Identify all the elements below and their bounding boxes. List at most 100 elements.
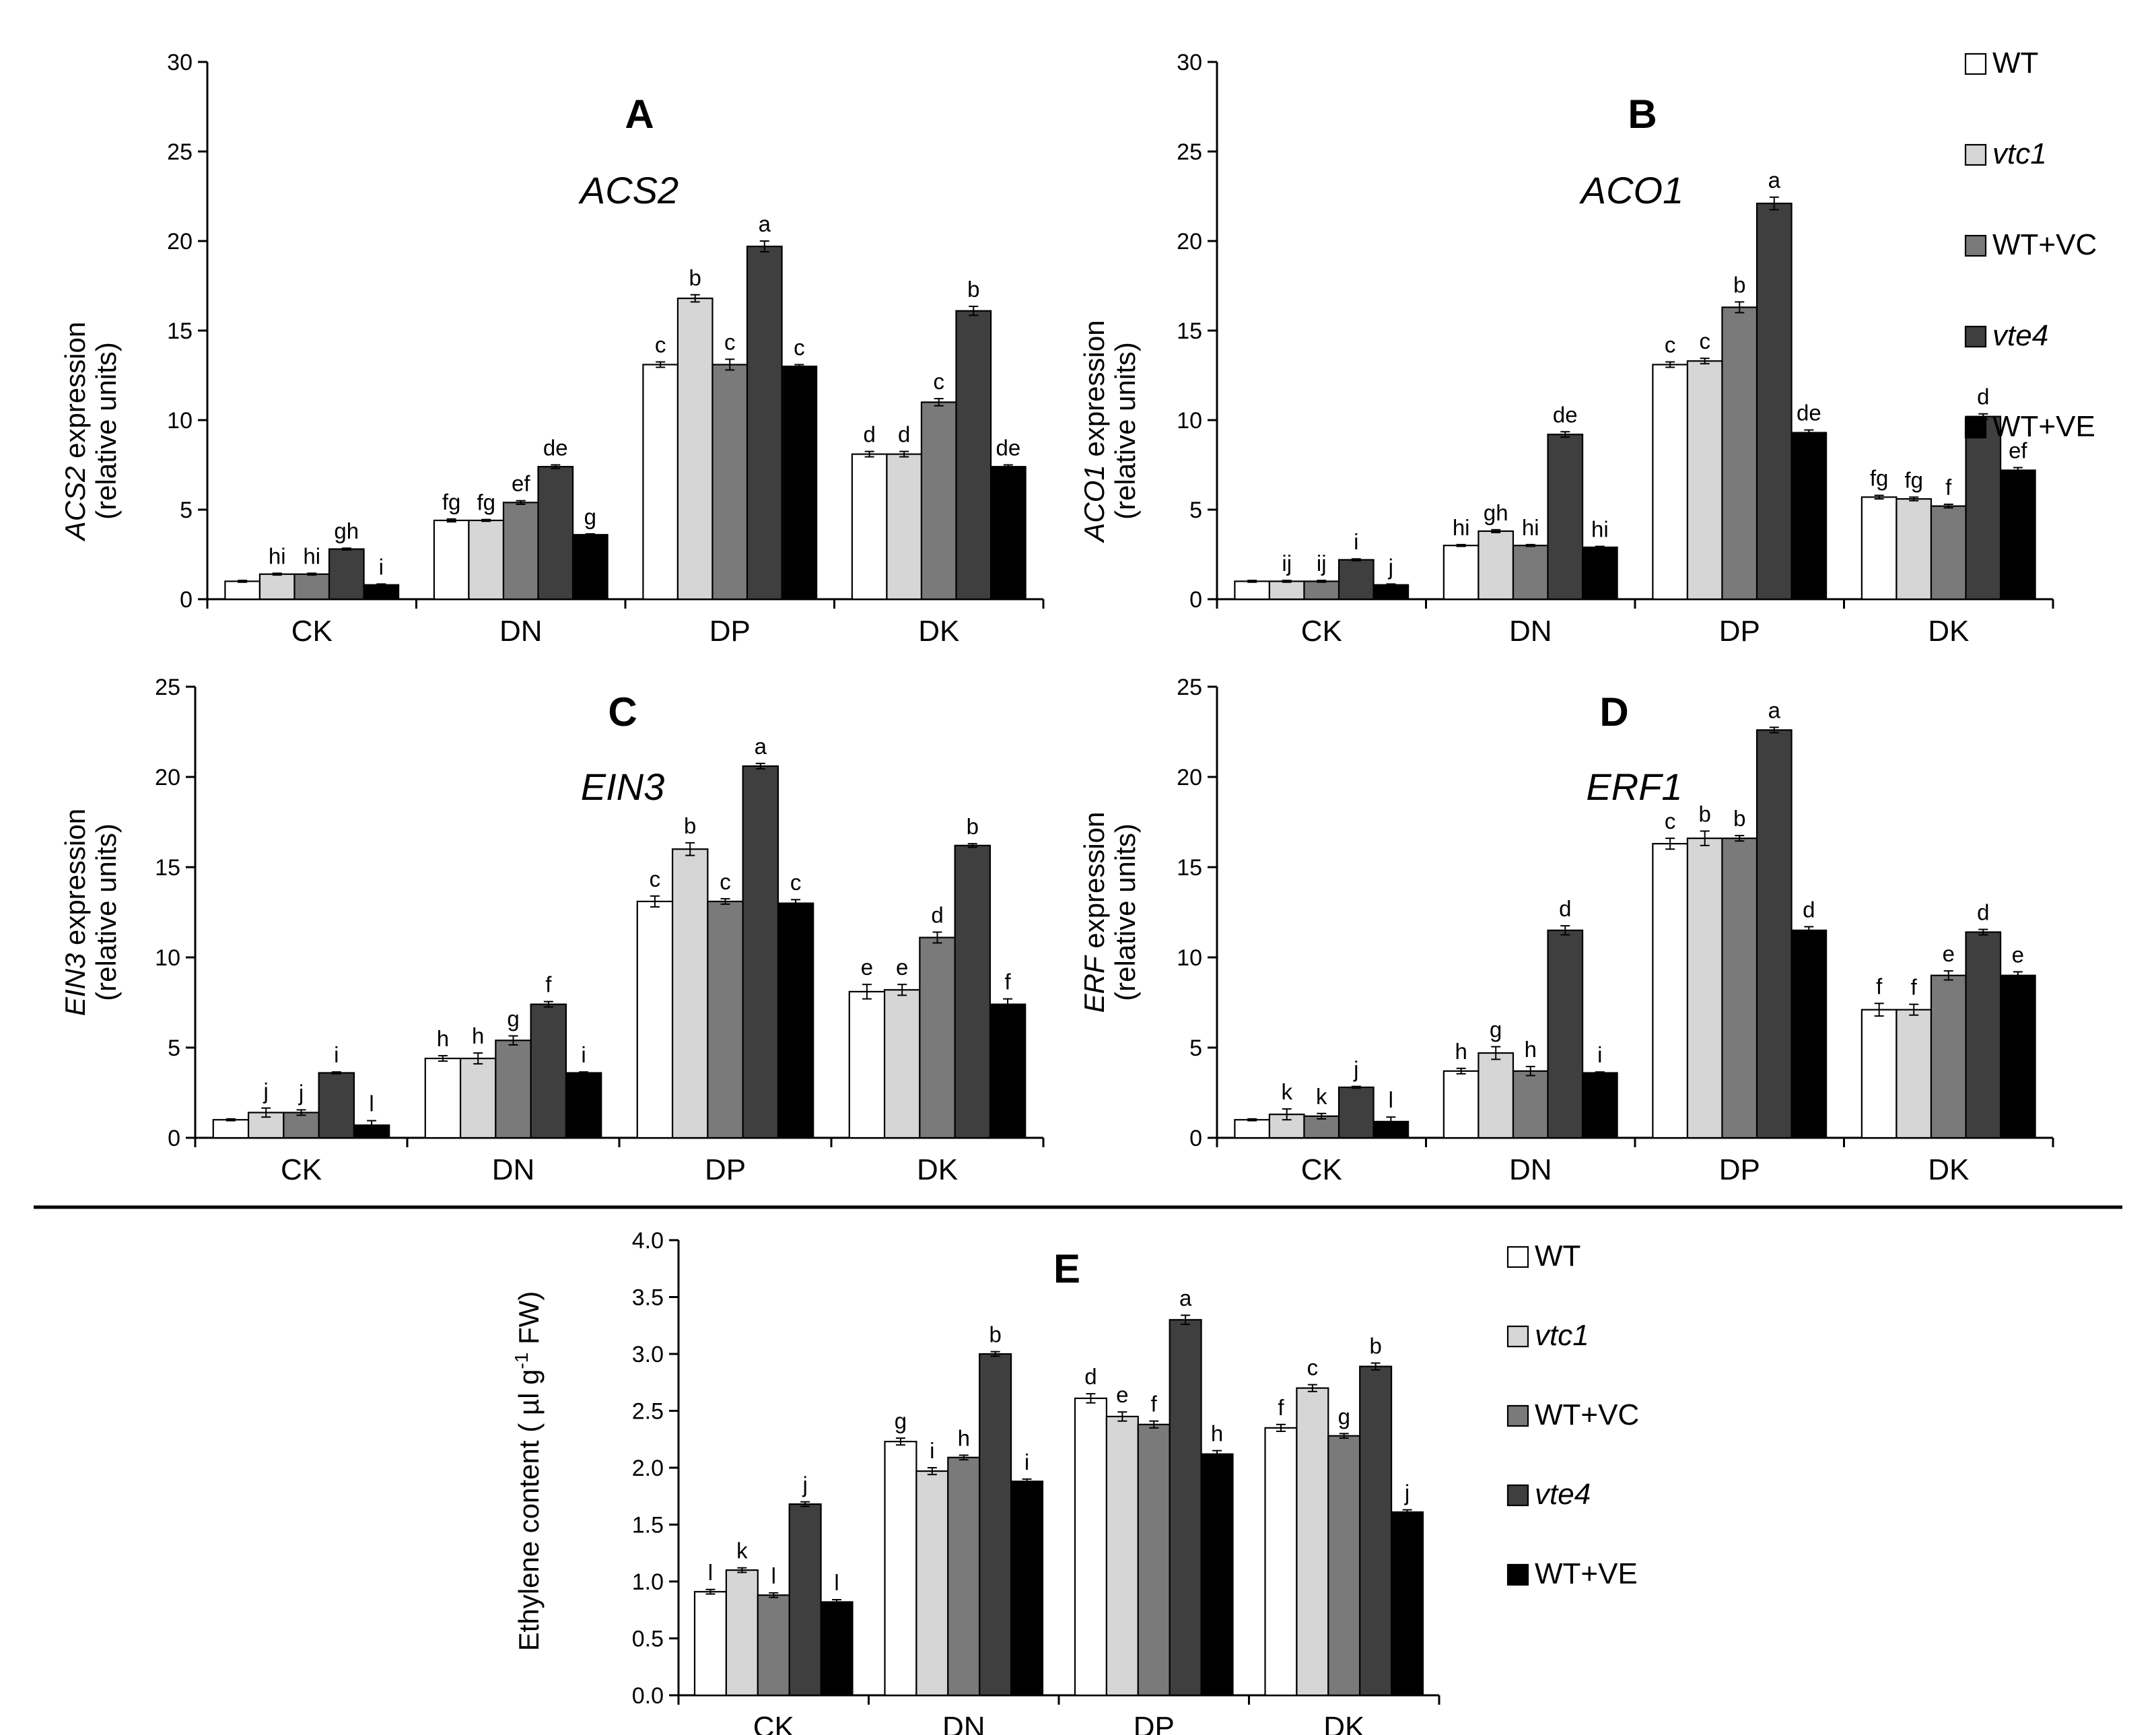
bar-vtc1 (1896, 1009, 1933, 1139)
significance-letter: e (2012, 942, 2024, 967)
y-tick-label: 30 (1177, 50, 1202, 75)
bar-vtc1 (1268, 580, 1305, 601)
bar-vtc1 (1296, 1387, 1329, 1697)
bar-wt (636, 900, 674, 1139)
bar-vte4 (1359, 1365, 1393, 1697)
bar-wt-vc (502, 502, 539, 601)
bar-wt-ve (1999, 974, 2036, 1139)
significance-letter: l (1389, 1087, 1393, 1112)
gene-label: ERF1 (1586, 766, 1682, 808)
legend-label: WT+VC (1992, 228, 2097, 261)
legend-top: WT vtc1 WT+VC vte4 WT+VE (1964, 46, 2097, 443)
significance-letter: i (1597, 1042, 1602, 1067)
y-tick-label: 20 (1177, 229, 1202, 254)
panel-label: B (1628, 92, 1657, 137)
significance-letter: c (934, 369, 945, 394)
y-axis-label-text: Ethylene content ( µl g (513, 1369, 545, 1652)
y-axis-label: ACS2 expression (59, 322, 91, 543)
significance-letter: c (1699, 329, 1710, 353)
significance-letter: g (1490, 1017, 1502, 1042)
bar-vte4 (1169, 1319, 1202, 1697)
bar-wt-vc (1327, 1435, 1361, 1697)
significance-letter: b (1733, 806, 1745, 831)
bar-vte4 (979, 1353, 1012, 1697)
significance-letter: h (958, 1425, 970, 1450)
y-tick-label: 0.5 (632, 1627, 664, 1652)
bar-wt (1652, 364, 1689, 601)
significance-letter: de (1553, 402, 1578, 427)
significance-letter: j (1388, 554, 1393, 579)
significance-letter: gh (1484, 500, 1508, 525)
significance-letter: f (1911, 975, 1918, 1000)
significance-letter: e (1116, 1382, 1128, 1407)
bar-vte4 (1755, 729, 1793, 1139)
gene-label: EIN3 (581, 766, 665, 808)
bar-wt-vc (1512, 545, 1549, 601)
significance-letter: b (689, 265, 701, 290)
significance-letter: c (720, 869, 731, 894)
y-tick-label: 20 (1177, 765, 1202, 790)
bar-vtc1 (676, 298, 714, 601)
bar-wt-ve (571, 534, 608, 601)
significance-letter: d (1803, 897, 1815, 922)
significance-letter: a (755, 734, 767, 759)
y-tick-label: 10 (1177, 408, 1202, 434)
bar-vtc1 (883, 989, 921, 1139)
significance-letter: j (1353, 1057, 1358, 1082)
significance-letter: fg (1870, 466, 1889, 491)
bar-wt (1234, 580, 1271, 601)
significance-letter: j (1404, 1481, 1410, 1505)
significance-letter: f (1945, 475, 1952, 500)
significance-letter: l (708, 1560, 713, 1585)
significance-letter: hi (303, 543, 320, 568)
legend-label: vtc1 (1535, 1319, 1589, 1352)
legend-swatch (1506, 1563, 1529, 1586)
bar-vte4 (318, 1072, 355, 1139)
bar-wt-vc (711, 364, 749, 601)
y-tick-label: 10 (155, 945, 180, 971)
significance-letter: fg (477, 490, 495, 515)
significance-letter: de (543, 436, 568, 461)
bar-wt (1074, 1397, 1108, 1697)
bar-vtc1 (671, 848, 709, 1139)
significance-letter: i (334, 1042, 339, 1067)
significance-letter: i (1354, 529, 1358, 554)
bar-wt (433, 519, 470, 601)
y-axis-label-superscript: -1 (511, 1353, 532, 1369)
bar-wt (1442, 1070, 1480, 1139)
bar-wt (848, 990, 886, 1139)
significance-letter: j (263, 1079, 269, 1103)
x-category-label: DP (1719, 1153, 1760, 1186)
bar-wt-ve (989, 1003, 1027, 1139)
y-tick-label: 10 (167, 408, 193, 434)
x-category-label: CK (281, 1153, 322, 1186)
x-category-label: DP (1719, 615, 1760, 648)
significance-letter: c (1665, 809, 1676, 834)
significance-letter: de (996, 436, 1020, 461)
significance-letter: a (1768, 698, 1781, 722)
significance-letter: f (545, 972, 552, 997)
bar-vtc1 (1686, 838, 1723, 1139)
bar-vte4 (1547, 434, 1584, 601)
bar-wt (693, 1591, 728, 1697)
bar-wt-vc (495, 1040, 532, 1139)
bar-wt (1234, 1119, 1271, 1139)
y-tick-label: 3.5 (632, 1285, 664, 1311)
panel-label: D (1599, 689, 1628, 735)
legend-swatch (1964, 416, 1987, 439)
bar-wt-ve (1372, 1120, 1410, 1139)
significance-letter: ij (1282, 551, 1292, 576)
y-axis-label-text: expression (59, 322, 91, 467)
y-axis-label-text: expression (1078, 320, 1110, 465)
significance-letter: fg (442, 489, 461, 514)
legend-label: WT (1992, 46, 2038, 79)
bar-vte4 (1965, 415, 2002, 601)
significance-letter: a (1179, 1286, 1192, 1311)
bar-vte4 (954, 844, 992, 1139)
significance-letter: e (861, 955, 873, 980)
x-category-label: DP (1134, 1711, 1175, 1735)
bar-wt-vc (707, 900, 744, 1139)
x-category-label: CK (291, 615, 333, 648)
y-axis-label-units: (relative units) (90, 823, 122, 1001)
bar-wt (1861, 496, 1898, 601)
